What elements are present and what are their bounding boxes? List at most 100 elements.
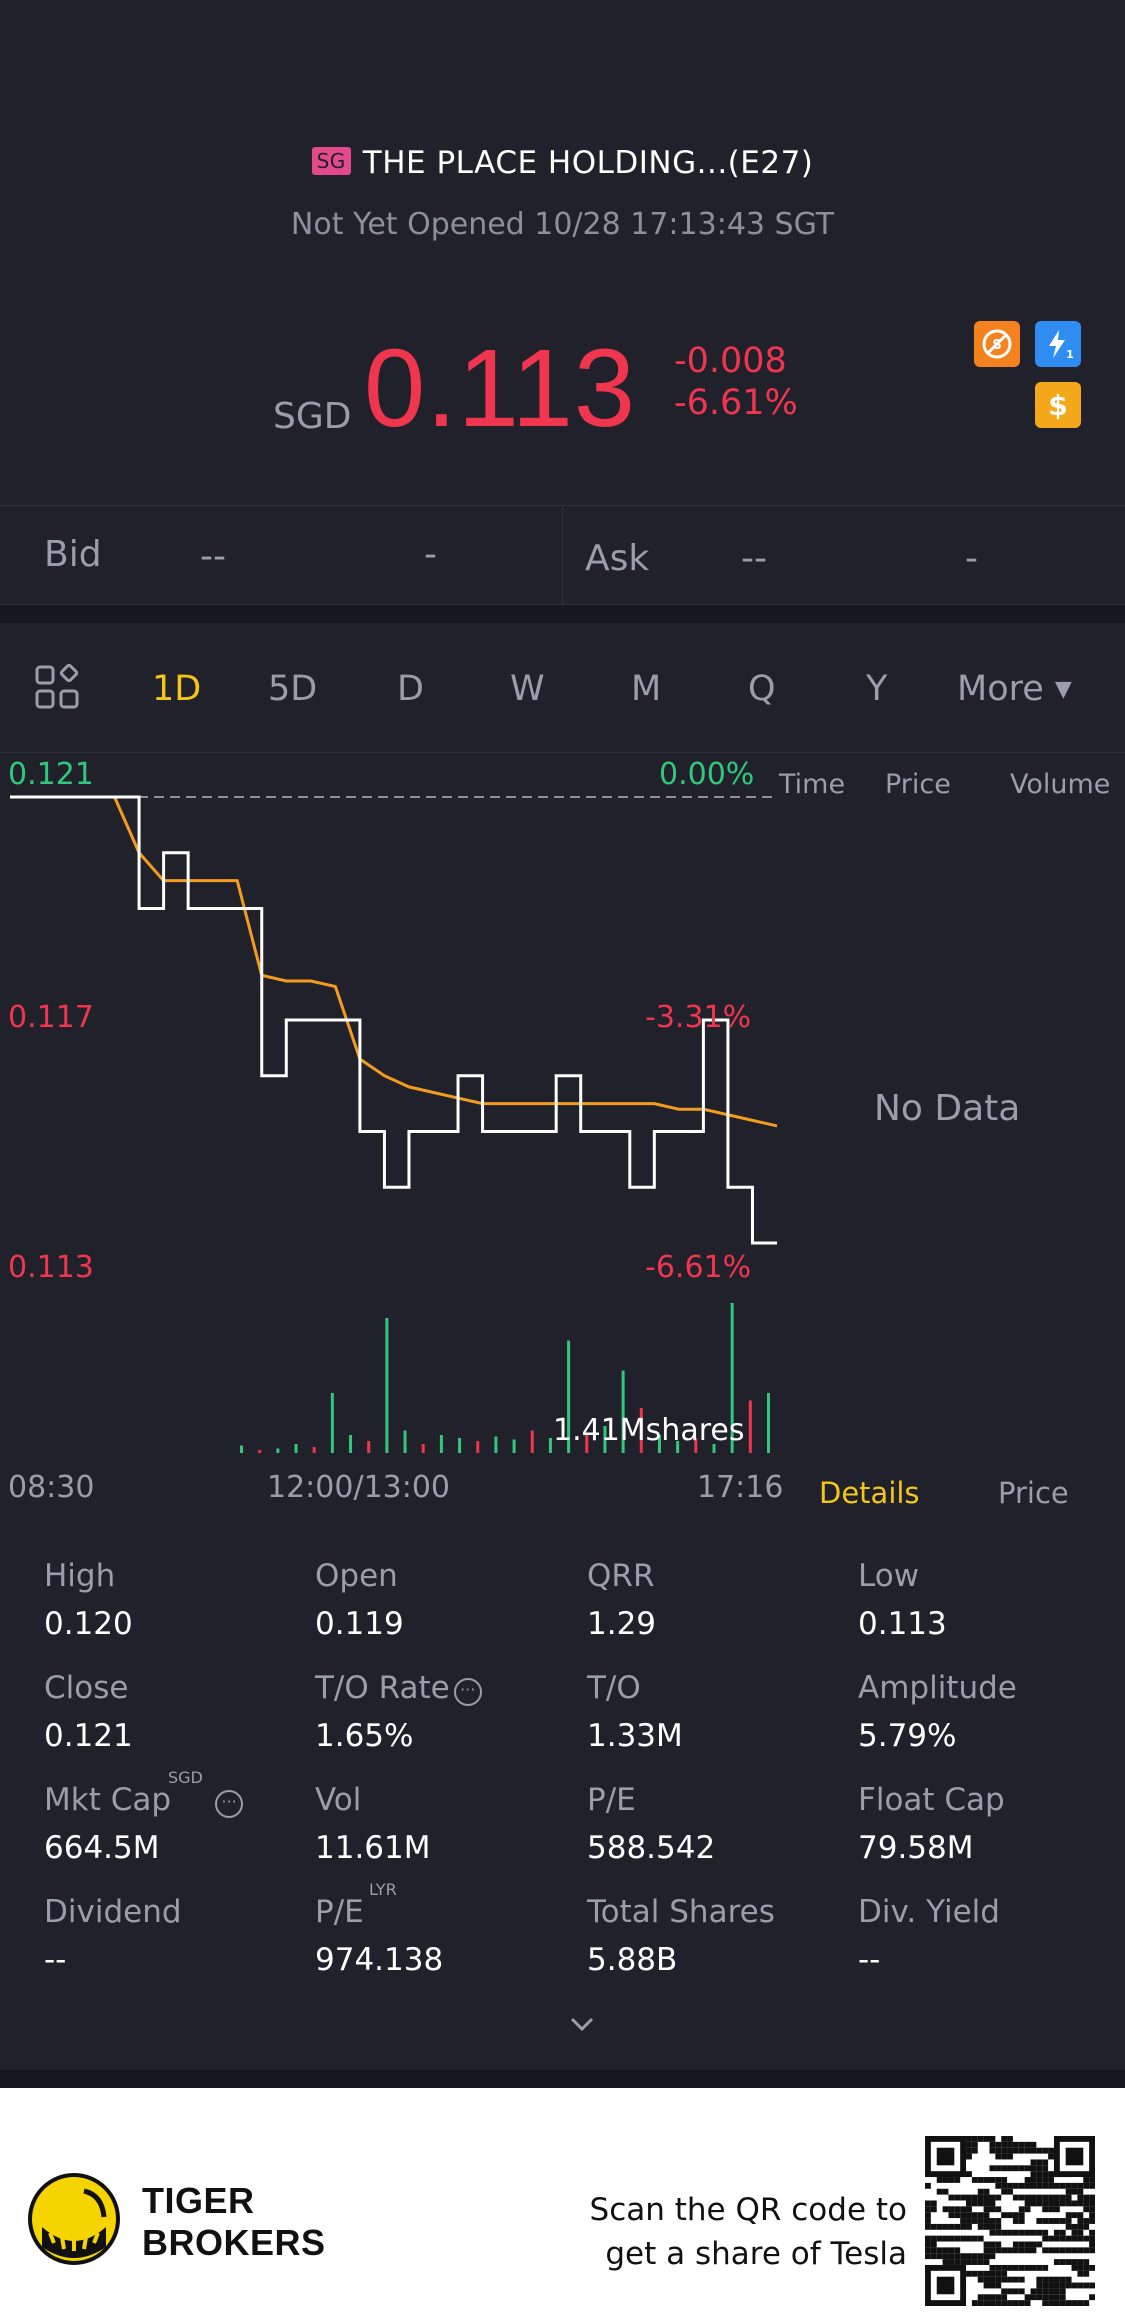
volume-bar	[439, 1435, 443, 1453]
stat-value: 974.138	[315, 1942, 444, 1978]
volume-bar	[240, 1445, 243, 1453]
chart-canvas[interactable]	[0, 753, 1125, 1513]
stat-high: High 0.120	[44, 1558, 133, 1642]
lyr-superscript: LYR	[369, 1880, 397, 1899]
volume-bar	[349, 1435, 353, 1453]
tab-volume[interactable]: Volume	[1010, 769, 1111, 800]
volume-bar	[712, 1444, 716, 1453]
currency-superscript: SGD	[168, 1768, 203, 1787]
stat-dividend: Dividend --	[44, 1894, 182, 1978]
average-price-line	[10, 795, 778, 1128]
ask-size: -	[965, 538, 978, 579]
stat-label: Mkt Cap	[44, 1782, 172, 1818]
y-label-mid: 0.117	[8, 1000, 94, 1035]
tab-q[interactable]: Q	[748, 669, 776, 709]
stat-value: 0.121	[44, 1718, 133, 1754]
volume-bar	[367, 1441, 371, 1453]
volume-bar	[258, 1450, 262, 1453]
volume-bar	[512, 1439, 516, 1453]
time-label-end: 17:16	[697, 1470, 784, 1505]
bid-label: Bid	[44, 534, 102, 575]
tab-5d[interactable]: 5D	[268, 669, 318, 709]
stat-value: 11.61M	[315, 1830, 431, 1866]
stat-label: P/E	[587, 1782, 636, 1818]
chevron-down-icon[interactable]	[568, 2010, 596, 2038]
stat-value: 0.120	[44, 1606, 133, 1642]
chart-layout-icon[interactable]	[34, 664, 80, 710]
volume-bar	[585, 1435, 589, 1453]
pct-label-mid: -3.31%	[645, 1000, 752, 1035]
tab-1d[interactable]: 1D	[152, 669, 202, 709]
more-info-icon[interactable]: ···	[215, 1790, 244, 1818]
svg-text:S: S	[992, 338, 1001, 353]
no-short-sell-icon[interactable]: S	[974, 321, 1020, 367]
volume-bar	[603, 1426, 607, 1453]
volume-bar	[676, 1441, 680, 1453]
stat-label: QRR	[587, 1558, 655, 1594]
stat-close: Close 0.121	[44, 1670, 133, 1754]
tab-d[interactable]: D	[397, 669, 424, 709]
tab-w[interactable]: W	[510, 669, 545, 709]
lightning-level1-icon[interactable]: 1	[1035, 321, 1081, 367]
volume-bar	[567, 1340, 571, 1453]
stats-grid: High 0.120 Open 0.119 QRR 1.29 Low 0.113 Clo…	[0, 1540, 1125, 2075]
no-data-message: No Data	[874, 1088, 1021, 1129]
promo-line-1: Scan the QR code to	[589, 2192, 907, 2228]
stat-label: Vol	[315, 1782, 362, 1818]
bid-size: -	[424, 534, 437, 575]
volume-bar	[476, 1441, 480, 1453]
more-info-icon[interactable]: ···	[453, 1678, 482, 1706]
time-label-mid: 12:00/13:00	[267, 1470, 451, 1505]
brand-line-1: TIGER	[142, 2180, 255, 2221]
tab-more-label: More	[957, 669, 1044, 709]
volume-bar	[548, 1438, 552, 1453]
tab-price-bottom[interactable]: Price	[998, 1476, 1069, 1510]
volume-bar	[385, 1318, 389, 1453]
promo-text: Scan the QR code to get a share of Tesla	[590, 2188, 907, 2276]
qr-code-icon[interactable]	[925, 2136, 1095, 2306]
stat-turnover: T/O 1.33M	[587, 1670, 683, 1754]
stat-value: 79.58M	[858, 1830, 974, 1866]
ask-label: Ask	[585, 538, 650, 579]
market-status: Not Yet Opened 10/28 17:13:43 SGT	[290, 207, 835, 242]
stat-turnover-rate: T/O Rate ··· 1.65%	[315, 1670, 482, 1754]
stat-value: 5.88B	[587, 1942, 678, 1978]
stat-value: 0.113	[858, 1606, 947, 1642]
tab-m[interactable]: M	[631, 669, 662, 709]
tab-more[interactable]: More ▼	[957, 669, 1072, 709]
volume-bar	[403, 1430, 407, 1453]
stock-header: SG THE PLACE HOLDING...(E27) Not Yet Open…	[0, 0, 1125, 505]
stat-label: Div. Yield	[858, 1894, 1000, 1930]
stat-market-cap: Mkt Cap SGD ··· 664.5M	[44, 1768, 244, 1866]
stat-value: 1.65%	[315, 1718, 414, 1754]
price-line	[10, 795, 777, 1245]
volume-bar	[312, 1447, 316, 1453]
tab-price[interactable]: Price	[885, 769, 951, 800]
brand-name: TIGER BROKERS	[142, 2180, 326, 2264]
volume-bar	[730, 1303, 734, 1453]
tab-y[interactable]: Y	[866, 669, 888, 709]
bid-price: --	[200, 536, 226, 577]
bid-ask-bar: Bid -- - Ask -- -	[0, 505, 1125, 606]
stat-value: 1.33M	[587, 1718, 683, 1754]
stat-low: Low 0.113	[858, 1558, 947, 1642]
stat-value: 664.5M	[44, 1830, 160, 1866]
market-badge: SG	[311, 147, 351, 175]
stat-qrr: QRR 1.29	[587, 1558, 656, 1642]
volume-bar	[458, 1438, 462, 1453]
stat-div-yield: Div. Yield --	[858, 1894, 1000, 1978]
stat-value: 1.29	[587, 1606, 657, 1642]
volume-label: 1.41Mshares	[553, 1413, 745, 1448]
intraday-chart[interactable]: 0.121 0.00% 0.117 -3.31% 0.113 -6.61% 1.…	[0, 753, 1125, 1513]
section-separator	[0, 605, 1125, 623]
stat-volume: Vol 11.61M	[315, 1782, 431, 1866]
volume-bar	[639, 1408, 643, 1453]
tab-details[interactable]: Details	[819, 1476, 920, 1510]
dollar-icon[interactable]: $	[1035, 382, 1081, 428]
stat-value: 5.79%	[858, 1718, 957, 1754]
stat-total-shares: Total Shares 5.88B	[587, 1894, 775, 1978]
tab-time[interactable]: Time	[779, 769, 846, 800]
volume-bar	[767, 1393, 770, 1453]
y-label-low: 0.113	[8, 1250, 94, 1285]
volume-bar	[657, 1435, 661, 1453]
